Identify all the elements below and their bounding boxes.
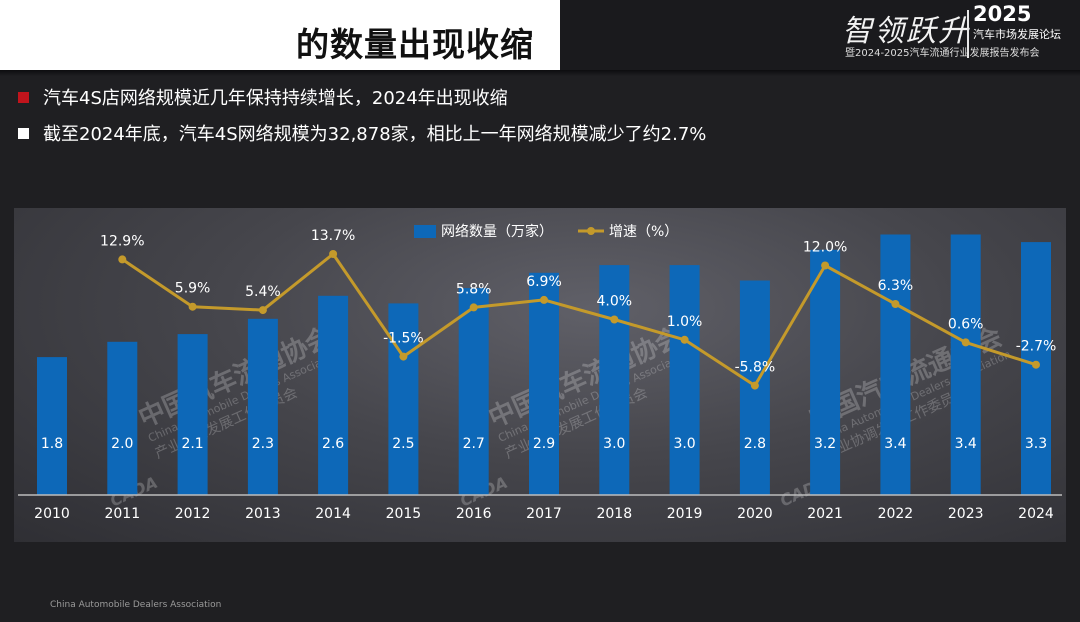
growth-label-2018: 4.0%	[597, 294, 633, 310]
growth-point-2023	[961, 338, 970, 347]
bar-value-label-2018: 3.0	[603, 436, 625, 452]
growth-point-2014	[329, 250, 338, 258]
bar-value-label-2017: 2.9	[533, 436, 555, 452]
bar-2014	[318, 295, 349, 495]
bar-2015	[388, 303, 419, 495]
growth-point-2022	[891, 300, 900, 308]
bar-value-label-2019: 3.0	[673, 436, 695, 452]
growth-point-2012	[188, 302, 197, 311]
legend-item-growth: 增速（%）	[578, 224, 678, 240]
forum-logo-script: 智领跃升	[842, 14, 970, 49]
footer-note: China Automobile Dealers Association	[50, 600, 222, 610]
x-tick-2010: 2010	[34, 506, 70, 522]
bullet-item-1: 汽车4S店网络规模近几年保持持续增长，2024年出现收缩	[18, 85, 508, 109]
x-tick-2013: 2013	[245, 506, 281, 522]
growth-point-2013	[258, 306, 267, 315]
bar-value-label-2021: 3.2	[814, 436, 836, 452]
legend-swatch-point	[587, 227, 595, 235]
x-tick-2016: 2016	[456, 506, 492, 522]
growth-label-2021: 12.0%	[803, 240, 847, 256]
growth-label-2013: 5.4%	[245, 284, 281, 300]
growth-label-2014: 13.7%	[311, 228, 355, 244]
growth-point-2016	[469, 303, 478, 312]
bullet-square-icon	[18, 91, 29, 103]
growth-point-2018	[610, 315, 619, 324]
bar-value-label-2015: 2.5	[392, 436, 414, 452]
bar-value-label-2011: 2.0	[111, 436, 133, 452]
growth-point-2017	[540, 295, 548, 304]
growth-point-2020	[750, 381, 759, 390]
bar-value-label-2014: 2.6	[322, 436, 344, 452]
x-tick-2011: 2011	[104, 506, 140, 522]
page-title: 的数量出现收缩	[296, 25, 534, 64]
bar-value-label-2010: 1.8	[41, 436, 63, 452]
title-banner	[0, 0, 560, 70]
legend-label-growth: 增速（%）	[609, 224, 678, 240]
x-tick-2015: 2015	[386, 506, 422, 522]
bar-2017	[529, 272, 559, 495]
x-tick-2014: 2014	[315, 506, 351, 522]
x-tick-2024: 2024	[1018, 506, 1054, 522]
bar-2023	[950, 234, 981, 495]
growth-label-2022: 6.3%	[878, 278, 914, 294]
logo-divider	[967, 10, 969, 58]
growth-point-2019	[680, 335, 689, 344]
x-tick-2020: 2020	[737, 506, 773, 522]
growth-label-2016: 5.8%	[456, 281, 492, 297]
bar-2019	[669, 265, 700, 495]
bar-2022	[880, 234, 911, 495]
bar-value-label-2023: 3.4	[955, 436, 977, 452]
x-tick-2012: 2012	[175, 506, 211, 522]
bar-2011	[107, 341, 138, 495]
x-tick-2023: 2023	[948, 506, 984, 522]
x-tick-2021: 2021	[807, 506, 843, 522]
growth-label-2024: -2.7%	[1016, 339, 1057, 355]
bullet-item-2: 截至2024年底，汽车4S网络规模为32,878家，相比上一年网络规模减少了约2…	[18, 121, 706, 145]
growth-label-2015: -1.5%	[383, 331, 424, 347]
x-tick-2019: 2019	[667, 506, 703, 522]
bullet-square-icon	[18, 127, 29, 139]
growth-point-2015	[399, 352, 408, 361]
bar-value-label-2024: 3.3	[1025, 436, 1047, 452]
growth-point-2021	[821, 261, 830, 270]
bar-2018	[599, 265, 630, 495]
bar-value-label-2013: 2.3	[252, 436, 274, 452]
growth-point-2024	[1032, 360, 1040, 369]
legend-item-network: 网络数量（万家）	[414, 223, 553, 240]
forum-logo-name: 汽车市场发展论坛	[973, 28, 1061, 41]
header-shadow	[0, 70, 1080, 76]
bar-2021	[810, 249, 841, 495]
x-tick-2022: 2022	[878, 506, 914, 522]
logo-banner	[560, 0, 1080, 70]
bar-value-label-2016: 2.7	[463, 436, 485, 452]
forum-logo-release: 暨2024-2025汽车流通行业发展报告发布会	[845, 48, 1040, 59]
bar-2010	[37, 357, 67, 495]
legend-label-network: 网络数量（万家）	[441, 223, 553, 240]
bullet-text-2: 截至2024年底，汽车4S网络规模为32,878家，相比上一年网络规模减少了约2…	[43, 124, 707, 145]
x-tick-2018: 2018	[596, 506, 632, 522]
growth-label-2012: 5.9%	[175, 281, 211, 297]
bar-2013	[247, 318, 278, 495]
bullet-text-1: 汽车4S店网络规模近几年保持持续增长，2024年出现收缩	[43, 88, 508, 109]
growth-line	[121, 252, 1037, 388]
growth-label-2011: 12.9%	[100, 233, 144, 249]
growth-label-2023: 0.6%	[948, 316, 984, 332]
bar-2012	[177, 334, 208, 495]
x-tick-2017: 2017	[526, 506, 562, 522]
growth-label-2017: 6.9%	[526, 274, 562, 290]
bar-value-label-2012: 2.1	[181, 436, 203, 452]
growth-point-2011	[118, 255, 127, 264]
legend-swatch-bar	[414, 225, 436, 238]
growth-label-2020: -5.8%	[735, 360, 776, 376]
forum-logo-year: 2025	[973, 2, 1032, 26]
bar-value-label-2022: 3.4	[884, 436, 906, 452]
bar-value-label-2020: 2.8	[744, 436, 766, 452]
bar-2016	[458, 288, 489, 495]
growth-label-2019: 1.0%	[667, 314, 703, 330]
